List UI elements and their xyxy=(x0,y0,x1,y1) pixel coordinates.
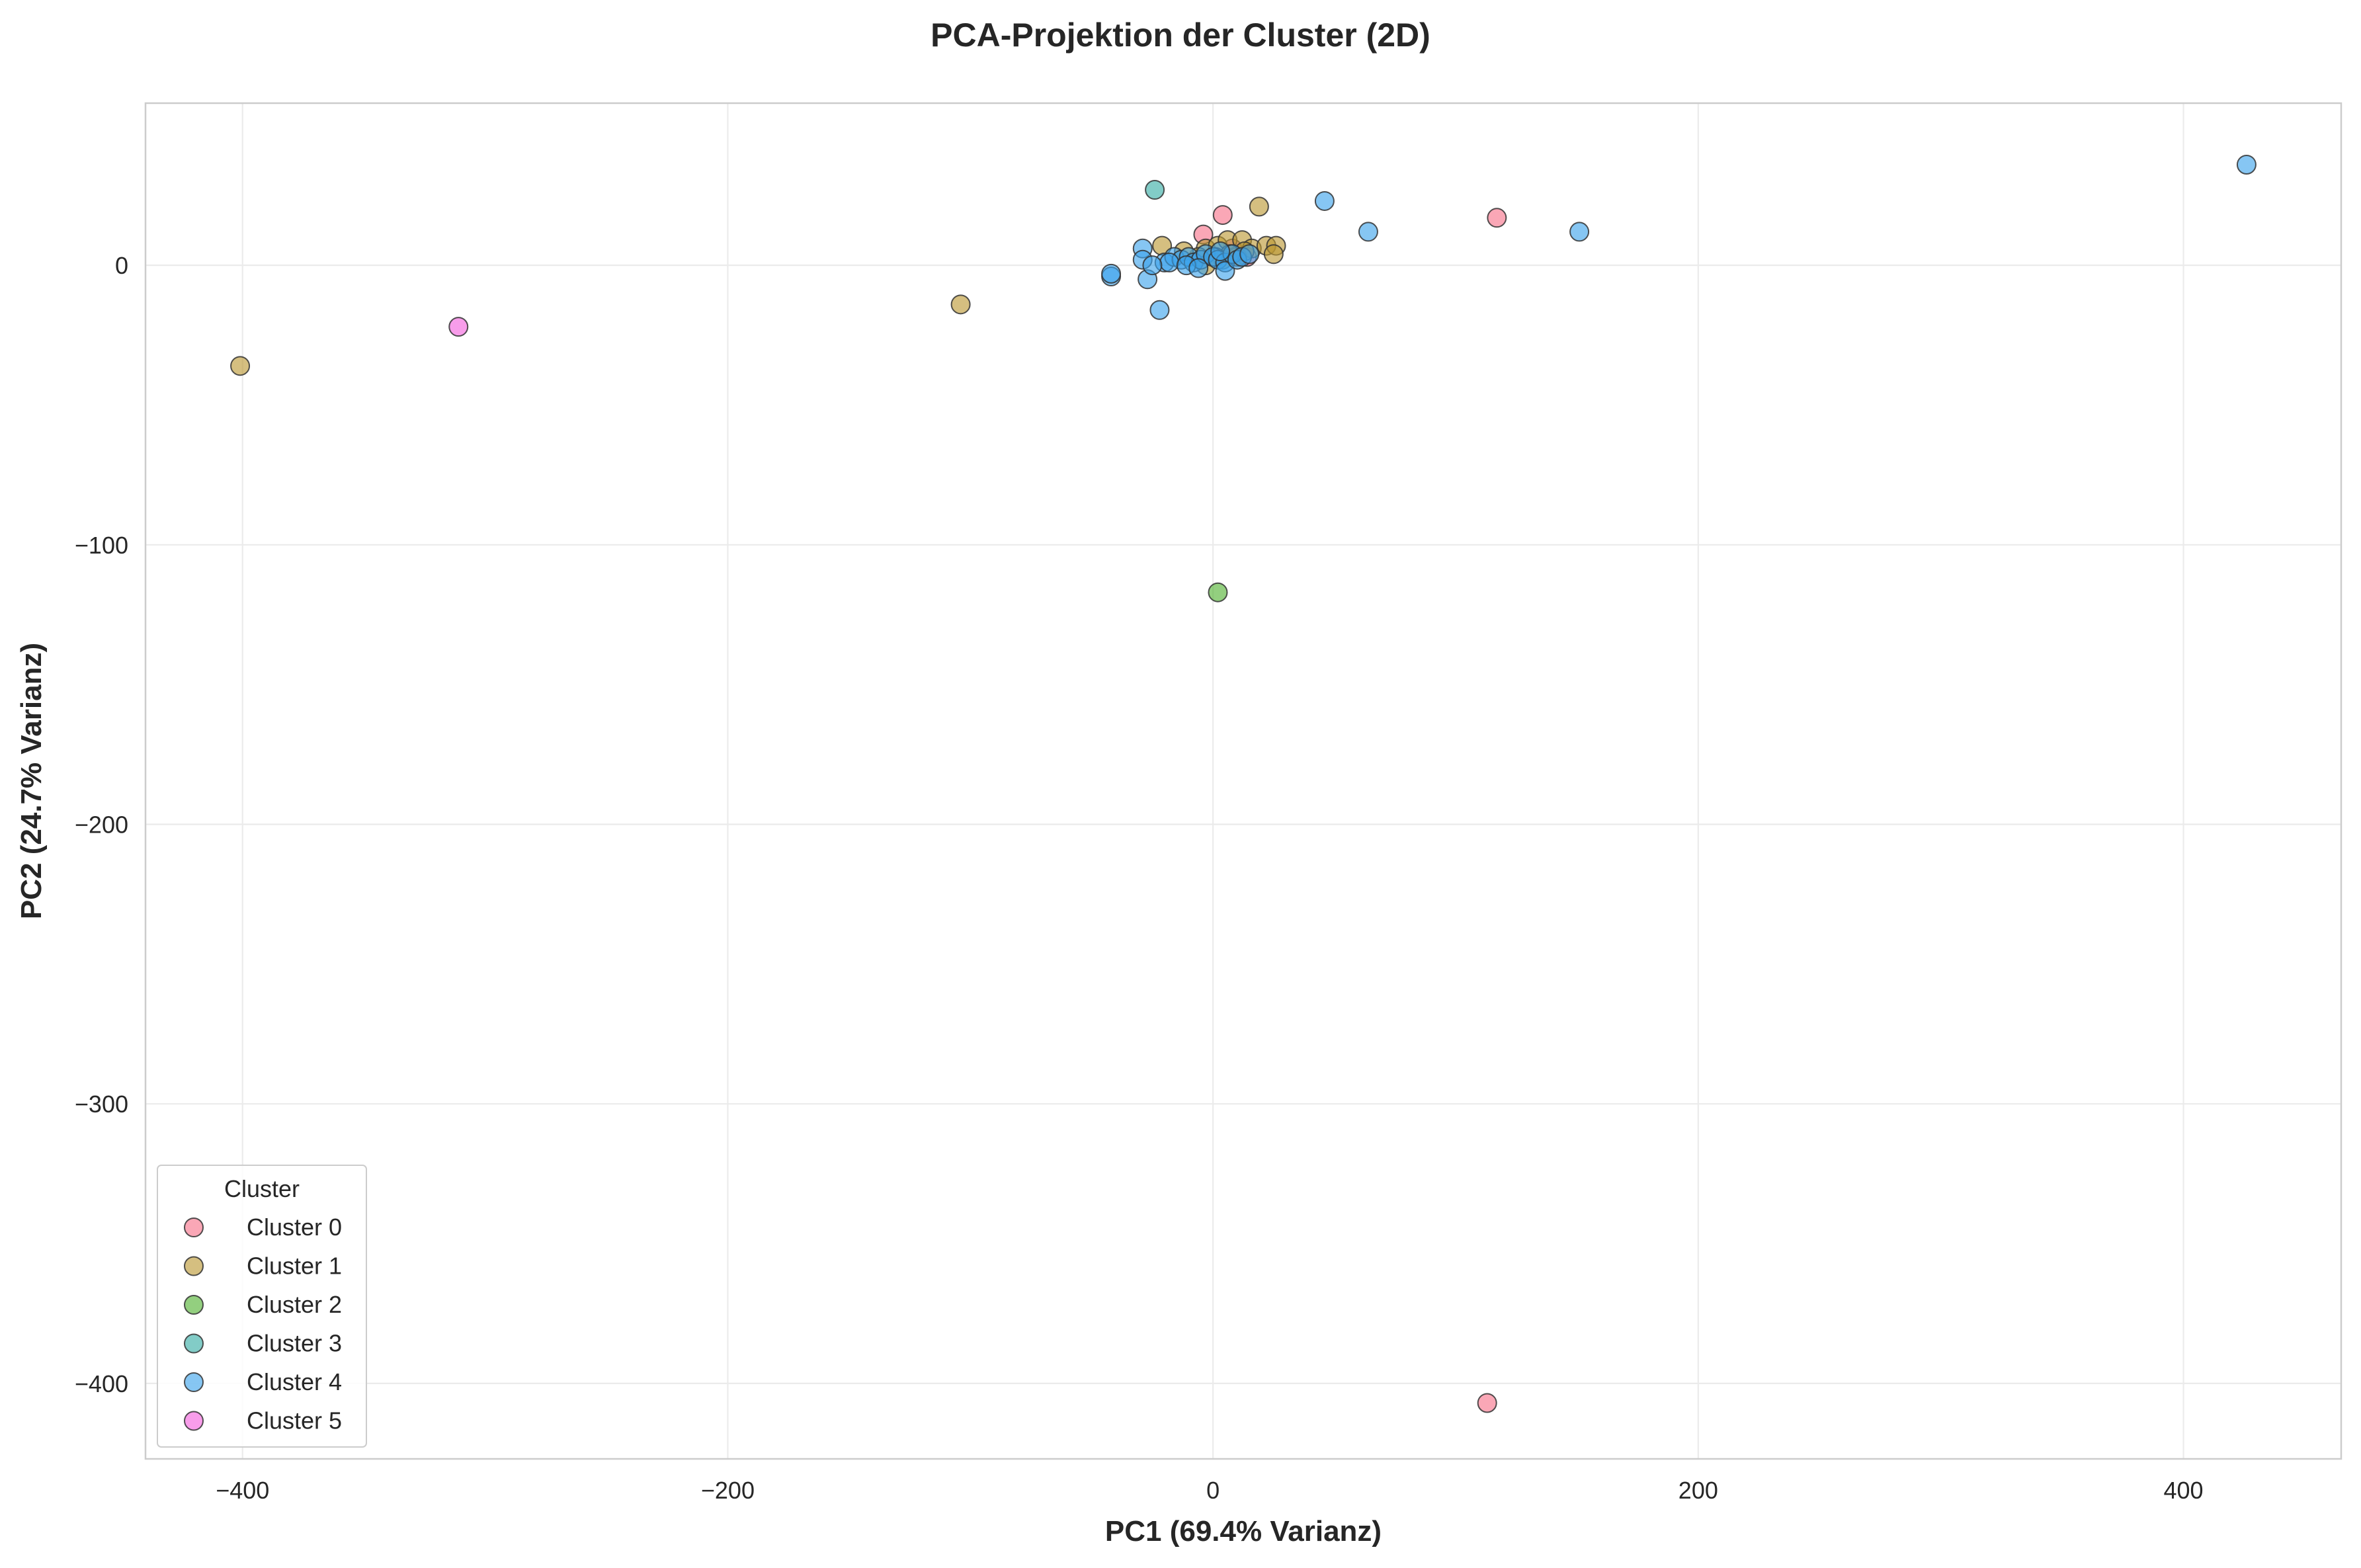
series-cluster-4 xyxy=(1101,154,2257,320)
y-tick-label: −100 xyxy=(75,532,128,559)
legend-item: Cluster 2 xyxy=(184,1291,342,1318)
scatter-point xyxy=(1145,180,1165,200)
scatter-point xyxy=(1212,205,1233,226)
scatter-point xyxy=(1149,300,1170,320)
legend-item: Cluster 4 xyxy=(184,1368,342,1395)
scatter-point xyxy=(1239,244,1260,265)
legend-label: Cluster 2 xyxy=(247,1291,342,1318)
scatter-point xyxy=(1477,1393,1497,1413)
legend-label: Cluster 1 xyxy=(247,1253,342,1280)
y-tick-label: 0 xyxy=(115,252,128,279)
series-cluster-2 xyxy=(1208,582,1228,602)
series-cluster-5 xyxy=(448,317,469,337)
legend-marker xyxy=(184,1217,204,1237)
y-tick-label: −400 xyxy=(75,1370,128,1397)
scatter-point xyxy=(1487,208,1507,228)
scatter-point xyxy=(1208,582,1228,602)
x-tick-label: 400 xyxy=(2164,1477,2204,1504)
x-tick-label: 200 xyxy=(1678,1477,1718,1504)
legend-marker xyxy=(184,1372,204,1392)
legend-item: Cluster 3 xyxy=(184,1330,342,1357)
plot-background xyxy=(145,103,2341,1459)
scatter-point xyxy=(230,356,251,376)
series-cluster-3 xyxy=(1145,180,1165,200)
scatter-point xyxy=(2236,154,2257,175)
legend-items: Cluster 0 Cluster 1 Cluster 2 Cluster 3 Clus… xyxy=(184,1214,342,1434)
y-tick-label: −300 xyxy=(75,1091,128,1118)
x-axis-label: PC1 (69.4% Varianz) xyxy=(1105,1515,1382,1547)
scatter-point xyxy=(1358,222,1378,242)
scatter-point xyxy=(1249,196,1269,217)
y-tick-label: −200 xyxy=(75,811,128,839)
scatter-point xyxy=(1101,263,1122,284)
chart-title: PCA-Projektion der Cluster (2D) xyxy=(931,17,1430,54)
x-tick-label: 0 xyxy=(1206,1477,1220,1504)
scatter-point xyxy=(1314,190,1335,211)
legend-label: Cluster 4 xyxy=(247,1368,342,1395)
scatter-point xyxy=(1210,241,1231,262)
legend-box xyxy=(157,1165,367,1448)
legend-label: Cluster 0 xyxy=(247,1214,342,1241)
scatter-point xyxy=(1159,252,1180,272)
legend-marker xyxy=(184,1411,204,1431)
legend-marker xyxy=(184,1333,204,1354)
legend-item: Cluster 5 xyxy=(184,1407,342,1434)
legend-item: Cluster 0 xyxy=(184,1214,342,1241)
legend-marker xyxy=(184,1256,204,1276)
legend-label: Cluster 3 xyxy=(247,1330,342,1357)
x-axis-ticks: −400 −200 0 200 400 xyxy=(216,1477,2203,1504)
scatter-point xyxy=(1142,255,1163,276)
plot-area xyxy=(144,102,2342,1460)
scatter-point xyxy=(1215,261,1235,281)
legend-item: Cluster 1 xyxy=(184,1253,342,1280)
y-axis-ticks: 0 −100 −200 −300 −400 xyxy=(75,252,128,1397)
legend-title: Cluster xyxy=(224,1175,300,1202)
plot-border xyxy=(144,102,2342,1460)
scatter-point xyxy=(1263,244,1284,265)
y-axis-label: PC2 (24.7% Varianz) xyxy=(15,643,48,919)
x-tick-label: −400 xyxy=(216,1477,269,1504)
scatter-point xyxy=(1188,258,1209,278)
legend-marker xyxy=(184,1295,204,1315)
scatter-point xyxy=(950,294,971,315)
scatter-points xyxy=(230,154,2257,1413)
legend-label: Cluster 5 xyxy=(247,1407,342,1434)
scatter-point xyxy=(448,317,469,337)
x-tick-label: −200 xyxy=(701,1477,755,1504)
scatter-point xyxy=(1569,222,1590,242)
